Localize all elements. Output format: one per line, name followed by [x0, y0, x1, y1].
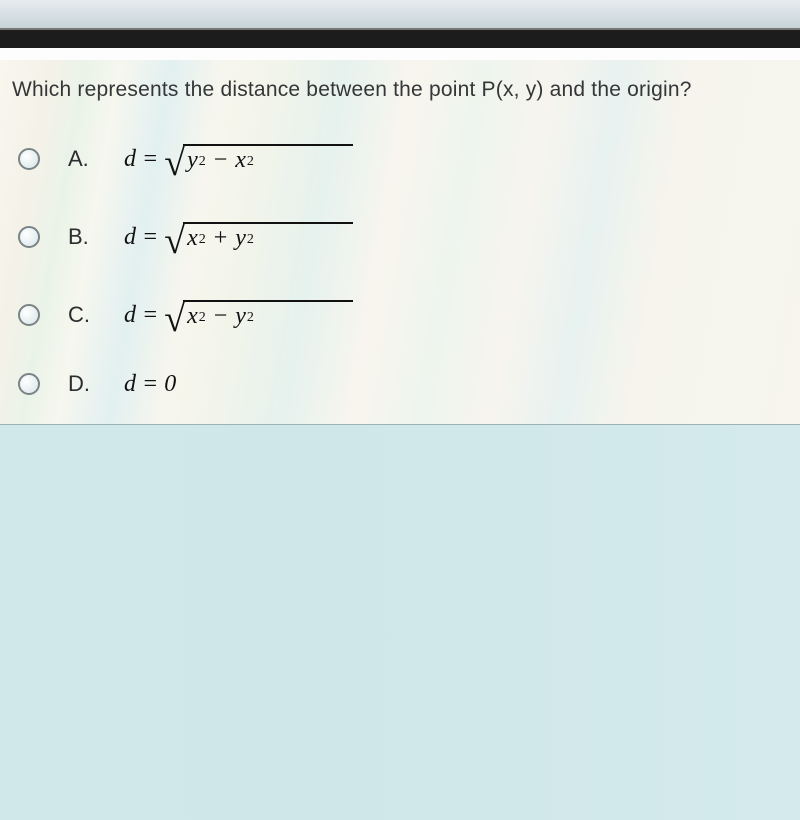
question-text: Which represents the distance between th… — [12, 78, 786, 102]
formula-a: d = √ y2 − x2 — [124, 144, 353, 174]
option-letter-c: C. — [68, 302, 96, 328]
option-letter-a: A. — [68, 146, 96, 172]
dark-divider — [0, 30, 800, 48]
radical-icon: √ — [164, 150, 185, 180]
radio-d[interactable] — [18, 373, 40, 395]
sqrt-c: √ x2 − y2 — [164, 300, 353, 330]
formula-d: d = 0 — [124, 372, 182, 396]
white-band — [0, 48, 800, 60]
radical-icon: √ — [164, 306, 185, 336]
option-a[interactable]: A. d = √ y2 − x2 — [12, 120, 786, 198]
option-b[interactable]: B. d = √ x2 + y2 — [12, 198, 786, 276]
radio-b[interactable] — [18, 226, 40, 248]
option-letter-b: B. — [68, 224, 96, 250]
question-container: Which represents the distance between th… — [0, 60, 800, 425]
formula-c: d = √ x2 − y2 — [124, 300, 353, 330]
option-d[interactable]: D. d = 0 — [12, 354, 786, 414]
radical-icon: √ — [164, 228, 185, 258]
formula-b: d = √ x2 + y2 — [124, 222, 353, 252]
header-strip — [0, 0, 800, 30]
sqrt-b: √ x2 + y2 — [164, 222, 353, 252]
option-letter-d: D. — [68, 371, 96, 397]
option-c[interactable]: C. d = √ x2 − y2 — [12, 276, 786, 354]
lower-background — [0, 425, 800, 820]
radio-c[interactable] — [18, 304, 40, 326]
sqrt-a: √ y2 − x2 — [164, 144, 353, 174]
radio-a[interactable] — [18, 148, 40, 170]
